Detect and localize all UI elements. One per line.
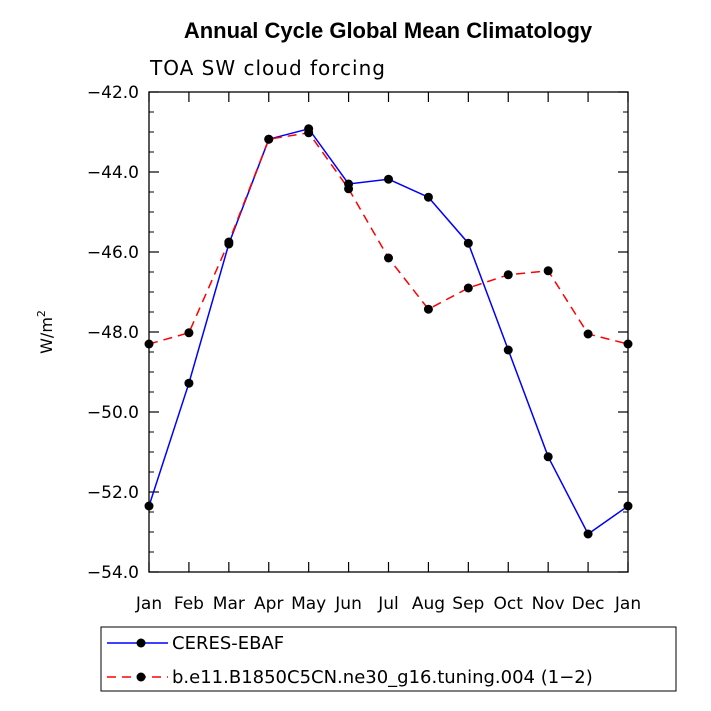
x-tick-label: Aug	[412, 594, 445, 614]
series-line-0	[148, 127, 629, 536]
x-tick-label: Dec	[572, 594, 605, 614]
x-tick-label: Jun	[334, 594, 362, 614]
series-1-point	[623, 339, 633, 349]
series-0-point	[543, 452, 553, 462]
y-tick-label: −50.0	[87, 403, 139, 423]
chart-title: Annual Cycle Global Mean Climatology	[184, 18, 593, 43]
series-0-point	[384, 174, 393, 184]
series-0-point	[184, 378, 194, 388]
y-tick-label: −52.0	[87, 483, 139, 503]
y-axis-label: W/m2	[35, 310, 56, 354]
series-1-point	[583, 329, 593, 339]
x-tick-label: Feb	[174, 594, 204, 614]
series-0-point	[144, 501, 154, 511]
x-tick-label: Nov	[532, 594, 565, 614]
series-1-point	[384, 253, 393, 263]
series-1-point	[463, 283, 473, 293]
series-1-point	[423, 304, 433, 314]
x-tick-label: Jan	[135, 594, 162, 614]
chart-subtitle: TOA SW cloud forcing	[149, 56, 386, 80]
series-1-point	[184, 328, 194, 338]
y-tick-label: −42.0	[87, 83, 139, 103]
x-tick-label: Sep	[452, 594, 484, 614]
x-tick-labels: Jan Feb Mar Apr May Jun Jul Aug Sep Oct Nov Dec Jan	[135, 594, 641, 614]
series-layer	[144, 124, 633, 539]
legend-box	[100, 626, 677, 692]
x-tick-label: Jan	[614, 594, 641, 614]
series-0-point	[503, 345, 513, 355]
y-tick-label: −46.0	[87, 243, 139, 263]
x-tick-label: Mar	[213, 594, 245, 614]
x-tick-label: May	[291, 594, 326, 614]
series-0-point	[623, 501, 633, 511]
series-0-point	[463, 238, 473, 248]
x-tick-label: Apr	[254, 594, 283, 614]
x-tick-label: Oct	[494, 594, 524, 614]
series-1-point	[304, 128, 314, 138]
legend: CERES-EBAF b.e11.B1850C5CN.ne30_g16.tuni…	[100, 626, 677, 692]
legend-label-0: CERES-EBAF	[172, 633, 284, 654]
y-tick-labels: −42.0 −44.0 −46.0 −48.0 −50.0 −52.0 −54.0	[87, 83, 139, 583]
series-1-point	[264, 134, 274, 144]
y-axis-label-sup: 2	[35, 310, 48, 317]
legend-marker-1	[136, 672, 146, 682]
y-tick-label: −48.0	[87, 323, 139, 343]
series-line-1	[148, 131, 629, 345]
y-axis-label-base: W/m	[37, 317, 56, 354]
series-1-point	[224, 237, 234, 247]
series-1-point	[543, 266, 553, 276]
series-1-point	[503, 270, 513, 280]
x-tick-label: Jul	[377, 594, 399, 614]
series-1-point	[144, 339, 154, 349]
series-0-point	[423, 192, 433, 202]
y-tick-label: −54.0	[87, 563, 139, 583]
series-1-point	[344, 184, 354, 194]
legend-label-1: b.e11.B1850C5CN.ne30_g16.tuning.004 (1−2…	[172, 667, 593, 688]
plot-frame	[148, 91, 629, 573]
legend-marker-0	[136, 638, 146, 648]
y-tick-label: −44.0	[87, 163, 139, 183]
series-0-point	[583, 529, 593, 539]
axis-ticks	[148, 91, 629, 573]
